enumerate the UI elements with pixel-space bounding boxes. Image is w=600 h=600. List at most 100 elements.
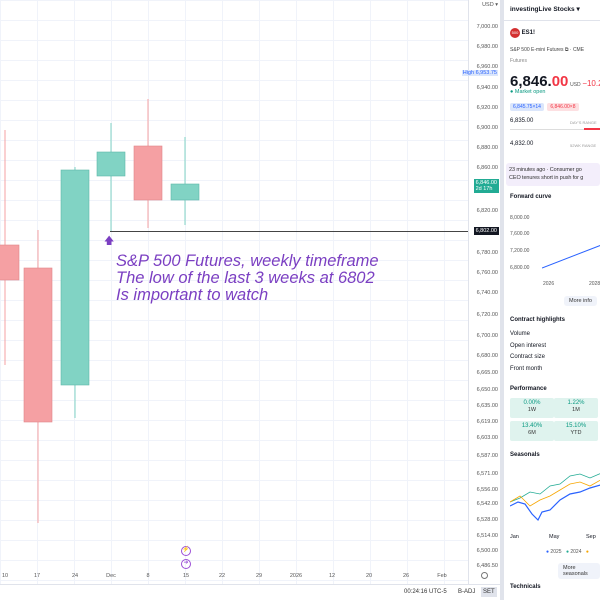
news-item[interactable]: 23 minutes ago · Consumer go CEO tenures … (506, 163, 600, 186)
seasonals-title: Seasonals (510, 452, 540, 458)
forward-y-tick: 6,800.00 (510, 265, 530, 271)
date-tick: 22 (218, 573, 226, 579)
candle-down (0, 244, 20, 281)
candle-up (60, 169, 90, 386)
highlight-front-month: Front month (510, 366, 543, 372)
date-tick: 12 (328, 573, 336, 579)
candle-down (133, 145, 163, 201)
price-tick: 6,980.00 (476, 44, 498, 50)
more-seasonals-button[interactable]: More seasonals (558, 563, 600, 579)
symbol-name: S&P 500 E-mini Futures ⧉ · CME (510, 47, 585, 53)
symbol: ES1! (521, 30, 536, 36)
price-tick: 6,920.00 (476, 105, 498, 111)
perf-tile-1m[interactable]: 1.22% 1M (554, 398, 598, 418)
price-row: 6,846.00 USD −10.2 (510, 73, 600, 90)
forward-y-tick: 8,000.00 (510, 215, 530, 221)
symbol-logo: 500 (510, 28, 520, 38)
day-range-bar (510, 128, 600, 130)
contract-highlights-title: Contract highlights (510, 317, 565, 323)
price-tick: 6,900.00 (476, 125, 498, 131)
price-tick: 6,860.00 (476, 165, 498, 171)
price-change: −10.2 (582, 79, 600, 88)
support-line[interactable] (110, 231, 468, 232)
date-tick: Dec (106, 573, 116, 579)
52wk-range-label: 52WK RANGE (570, 143, 597, 148)
status-bar: 00:24:16 UTC-5 B-ADJ SET (0, 584, 500, 600)
date-tick: 29 (255, 573, 263, 579)
event-icon[interactable]: ⚡ (181, 546, 191, 556)
price: 6,846. (510, 73, 552, 90)
adjustment-toggle[interactable]: B-ADJ (458, 589, 476, 595)
more-info-button[interactable]: More info (564, 296, 597, 306)
date-tick: 10 (1, 573, 9, 579)
date-tick: Feb (437, 573, 447, 579)
52wk-low: 4,832.00 (510, 141, 534, 147)
seasonal-x-tick: May (549, 534, 560, 540)
annotation-line: Is important to watch (116, 286, 269, 304)
candle-down (23, 267, 53, 423)
date-tick: 20 (365, 573, 373, 579)
news-line: 23 minutes ago · Consumer go (509, 167, 582, 173)
seasonal-2025 (510, 484, 600, 522)
price-tick: 6,650.00 (476, 387, 498, 393)
candles (0, 99, 200, 523)
annotation-line: S&P 500 Futures, weekly timeframe (116, 252, 379, 270)
seasonals-chart (510, 473, 600, 522)
forward-curve-line (542, 245, 600, 269)
price-tick: 6,760.00 (476, 270, 498, 276)
price-tick: 6,556.00 (476, 487, 498, 493)
price-tick: 6,820.00 (476, 208, 498, 214)
perf-tile-ytd[interactable]: 15.10% YTD (554, 421, 598, 441)
day-low: 6,835.00 (510, 118, 534, 124)
price-tick: 6,700.00 (476, 333, 498, 339)
performance-title: Performance (510, 386, 547, 392)
forward-x-tick: 2026 (543, 281, 555, 287)
news-line: CEO tenures short in push for g (509, 174, 584, 181)
forward-y-tick: 7,600.00 (510, 231, 530, 237)
price-tick: 6,665.00 (476, 370, 498, 376)
price-chart[interactable]: 🡅 S&P 500 Futures, weekly timeframe The … (0, 0, 468, 584)
perf-tile-6m[interactable]: 13.40% 6M (510, 421, 554, 441)
price-tick: 6,603.00 (476, 435, 498, 441)
line-price-label: 6,802.00 (473, 227, 499, 235)
price-tick: 6,680.00 (476, 353, 498, 359)
settings-icon[interactable] (481, 572, 488, 579)
seasonal-2023 (510, 479, 600, 507)
session-toggle[interactable]: SET (481, 587, 497, 597)
forward-curve-title: Forward curve (510, 194, 552, 200)
perf-tile-1w[interactable]: 0.00% 1W (510, 398, 554, 418)
seasonal-2024 (510, 473, 600, 503)
day-range-label: DAY'S RANGE (570, 120, 597, 125)
watchlist-select[interactable]: investingLive Stocks ▾ (510, 6, 580, 13)
price-tick: 6,940.00 (476, 85, 498, 91)
price-tick: 6,880.00 (476, 145, 498, 151)
price-tick: 6,528.00 (476, 517, 498, 523)
clock[interactable]: 00:24:16 UTC-5 (404, 589, 447, 595)
price-tick: 6,619.00 (476, 419, 498, 425)
price-tick: 6,571.00 (476, 471, 498, 477)
price-tick: 6,780.00 (476, 250, 498, 256)
symbol-type: Futures (510, 58, 527, 64)
seasonal-x-tick: Sep (586, 534, 596, 540)
price-tick: 6,500.00 (476, 548, 498, 554)
date-tick: 8 (146, 573, 150, 579)
candle-up (96, 151, 126, 177)
ask: 6,846.00×8 (547, 103, 579, 111)
candle-up (170, 183, 200, 201)
price-axis[interactable]: USD ▾ 7,000.00 6,980.00 6,960.00 6,940.00 6,… (461, 0, 500, 584)
forward-x-tick: 2028 (589, 281, 600, 287)
high-label: High 6,953.75 (461, 70, 498, 76)
chart-annotation[interactable]: S&P 500 Futures, weekly timeframe The lo… (116, 253, 379, 304)
currency-select[interactable]: USD ▾ (482, 2, 498, 8)
price-tick: 6,514.00 (476, 533, 498, 539)
price-tick: 6,635.00 (476, 403, 498, 409)
up-arrow-icon: 🡅 (104, 236, 115, 247)
price-tick: 6,740.00 (476, 290, 498, 296)
last-price-label: 6,846.00 2d 17h (473, 179, 499, 193)
highlight-contract-size: Contract size (510, 354, 546, 360)
seasonal-legend: ● 2025 ● 2024 ● (546, 549, 589, 555)
price-tick: 6,720.00 (476, 312, 498, 318)
dividend-icon[interactable]: ➜ (181, 559, 191, 569)
annotation-line: The low of the last 3 weeks at 6802 (116, 269, 375, 287)
symbol-sidebar: investingLive Stocks ▾ 500 ES1! S&P 500 … (500, 0, 600, 600)
